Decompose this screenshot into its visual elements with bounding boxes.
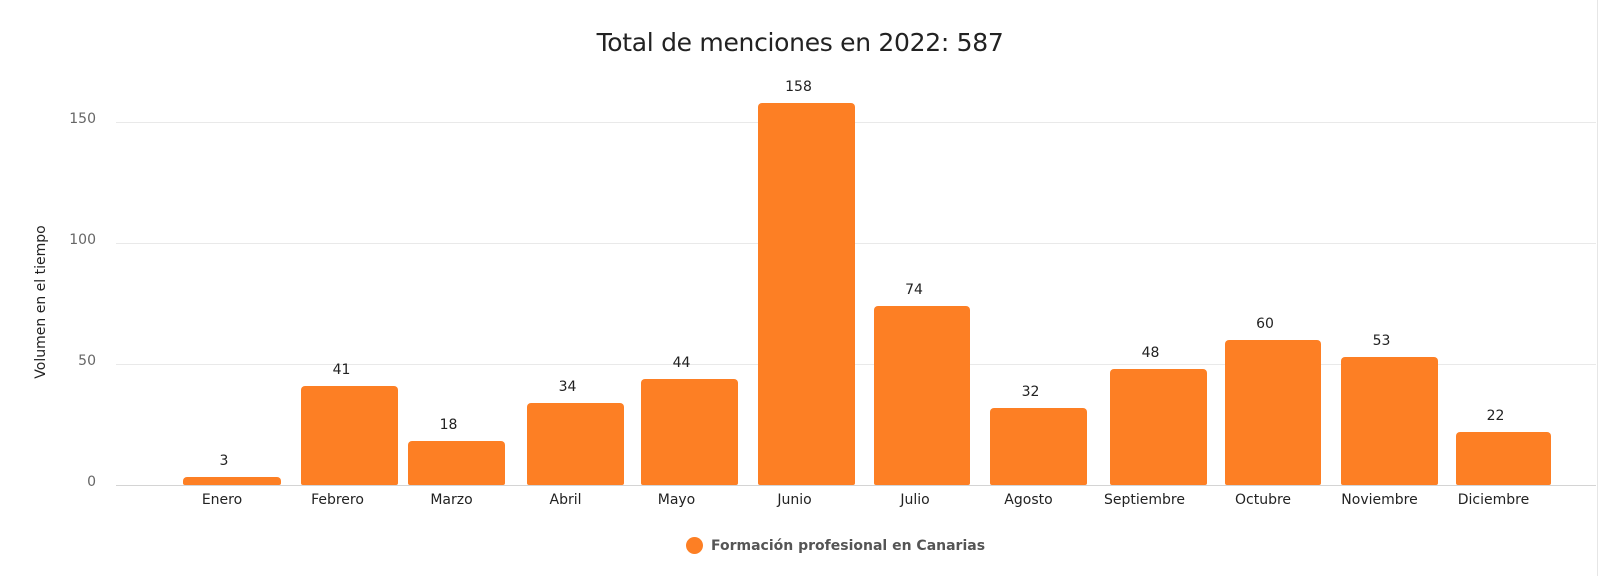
- x-tick-label: Junio: [777, 492, 812, 508]
- bar-junio[interactable]: [758, 102, 855, 485]
- bar-enero[interactable]: [183, 477, 281, 485]
- bar-septiembre[interactable]: [1110, 368, 1207, 485]
- bar-mayo[interactable]: [641, 378, 738, 485]
- y-tick-50: 50: [78, 353, 96, 369]
- gridline-150: [116, 122, 1596, 123]
- bar-julio[interactable]: [874, 305, 970, 485]
- value-label: 158: [785, 78, 812, 95]
- value-label: 41: [332, 361, 351, 378]
- legend[interactable]: Formación profesional en Canarias: [686, 537, 985, 554]
- value-label: 48: [1141, 344, 1160, 361]
- x-tick-label: Noviembre: [1341, 492, 1418, 508]
- value-label: 18: [439, 417, 458, 434]
- x-tick-label: Febrero: [311, 492, 364, 508]
- x-tick-label: Agosto: [1004, 492, 1053, 508]
- value-label: 44: [672, 354, 691, 371]
- y-tick-150: 150: [69, 111, 96, 127]
- value-label: 3: [219, 453, 229, 469]
- x-tick-label: Abril: [549, 492, 582, 508]
- x-tick-label: Octubre: [1234, 492, 1292, 508]
- x-tick-label: Septiembre: [1104, 492, 1185, 508]
- baseline: [116, 485, 1596, 486]
- bar-octubre[interactable]: [1225, 339, 1321, 485]
- chart-title: Total de menciones en 2022: 587: [596, 28, 1004, 57]
- legend-swatch-icon: [686, 537, 703, 554]
- bar-noviembre[interactable]: [1341, 356, 1438, 485]
- legend-label: Formación profesional en Canarias: [711, 537, 986, 554]
- value-label: 53: [1372, 332, 1391, 349]
- y-tick-0: 0: [87, 474, 96, 490]
- value-label: 34: [558, 378, 577, 395]
- x-tick-label: Enero: [201, 492, 243, 508]
- bar-marzo[interactable]: [408, 441, 505, 485]
- value-label: 60: [1256, 315, 1274, 332]
- x-tick-label: Julio: [900, 492, 930, 508]
- value-label: 74: [905, 281, 923, 298]
- bar-agosto[interactable]: [990, 407, 1087, 485]
- x-tick-label: Marzo: [430, 492, 473, 508]
- x-tick-label: Mayo: [657, 492, 696, 508]
- gridline-50: [116, 364, 1596, 365]
- y-tick-100: 100: [69, 232, 96, 248]
- bar-diciembre[interactable]: [1456, 431, 1551, 485]
- value-label: 22: [1486, 407, 1505, 424]
- bar-abril[interactable]: [527, 402, 624, 485]
- bar-febrero[interactable]: [301, 385, 398, 485]
- value-label: 32: [1021, 383, 1040, 400]
- x-tick-label: Diciembre: [1457, 492, 1530, 508]
- gridline-100: [116, 243, 1596, 244]
